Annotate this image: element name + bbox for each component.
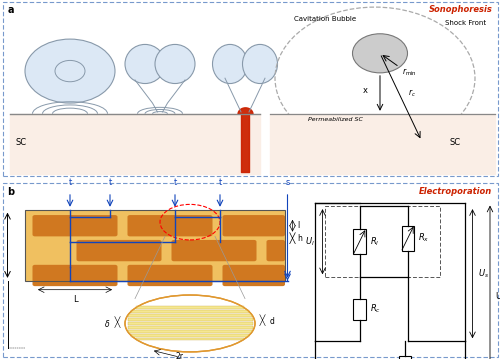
Text: a: a [8,5,14,15]
Text: SC: SC [450,137,461,147]
Text: SC: SC [15,137,26,147]
Text: t: t [218,178,222,187]
Text: l: l [298,221,300,230]
FancyBboxPatch shape [222,215,285,236]
FancyBboxPatch shape [266,240,285,261]
FancyBboxPatch shape [128,265,212,286]
FancyBboxPatch shape [399,356,411,359]
Text: $R_l$: $R_l$ [370,236,379,248]
Text: t: t [108,178,112,187]
Text: $r_c$: $r_c$ [408,87,416,99]
FancyBboxPatch shape [353,299,366,320]
FancyBboxPatch shape [131,311,249,313]
FancyBboxPatch shape [353,229,366,254]
Ellipse shape [125,295,255,352]
Circle shape [25,39,115,103]
FancyBboxPatch shape [32,215,117,236]
Ellipse shape [242,45,278,84]
Text: b: b [8,187,14,197]
FancyBboxPatch shape [2,2,498,176]
Text: d: d [270,317,275,326]
FancyBboxPatch shape [131,334,249,336]
FancyBboxPatch shape [402,226,414,251]
Text: Electroporation: Electroporation [419,187,492,196]
Ellipse shape [212,45,248,84]
FancyBboxPatch shape [136,307,244,309]
Text: Cavitation Bubble: Cavitation Bubble [294,16,356,22]
FancyBboxPatch shape [172,240,256,261]
Text: $R_c$: $R_c$ [370,303,380,316]
Text: x: x [362,86,368,95]
FancyBboxPatch shape [76,240,162,261]
Text: h: h [298,234,302,243]
Ellipse shape [155,45,195,84]
FancyBboxPatch shape [128,318,252,321]
Text: s: s [286,178,290,187]
Text: 2r: 2r [176,352,184,359]
Text: $U_s$: $U_s$ [478,267,488,280]
Text: $R_x$: $R_x$ [418,232,429,244]
Text: Sonophoresis: Sonophoresis [428,5,492,14]
FancyBboxPatch shape [136,338,244,340]
Text: L: L [72,295,78,304]
FancyBboxPatch shape [128,322,252,325]
Text: $\delta$: $\delta$ [104,318,110,329]
Text: $U_l$: $U_l$ [306,236,315,248]
FancyBboxPatch shape [128,215,212,236]
Text: U: U [495,292,500,301]
Text: Shock Front: Shock Front [445,20,486,26]
FancyBboxPatch shape [222,265,285,286]
FancyBboxPatch shape [32,265,117,286]
Text: t: t [68,178,71,187]
Circle shape [352,34,408,73]
FancyBboxPatch shape [128,326,252,329]
Ellipse shape [125,45,165,84]
FancyBboxPatch shape [128,330,252,333]
FancyBboxPatch shape [128,314,252,317]
FancyBboxPatch shape [2,183,498,357]
Text: t: t [174,178,176,187]
Text: $r_{\rm min}$: $r_{\rm min}$ [402,66,417,78]
Text: Permeabilized SC: Permeabilized SC [308,117,362,122]
FancyBboxPatch shape [25,210,285,281]
